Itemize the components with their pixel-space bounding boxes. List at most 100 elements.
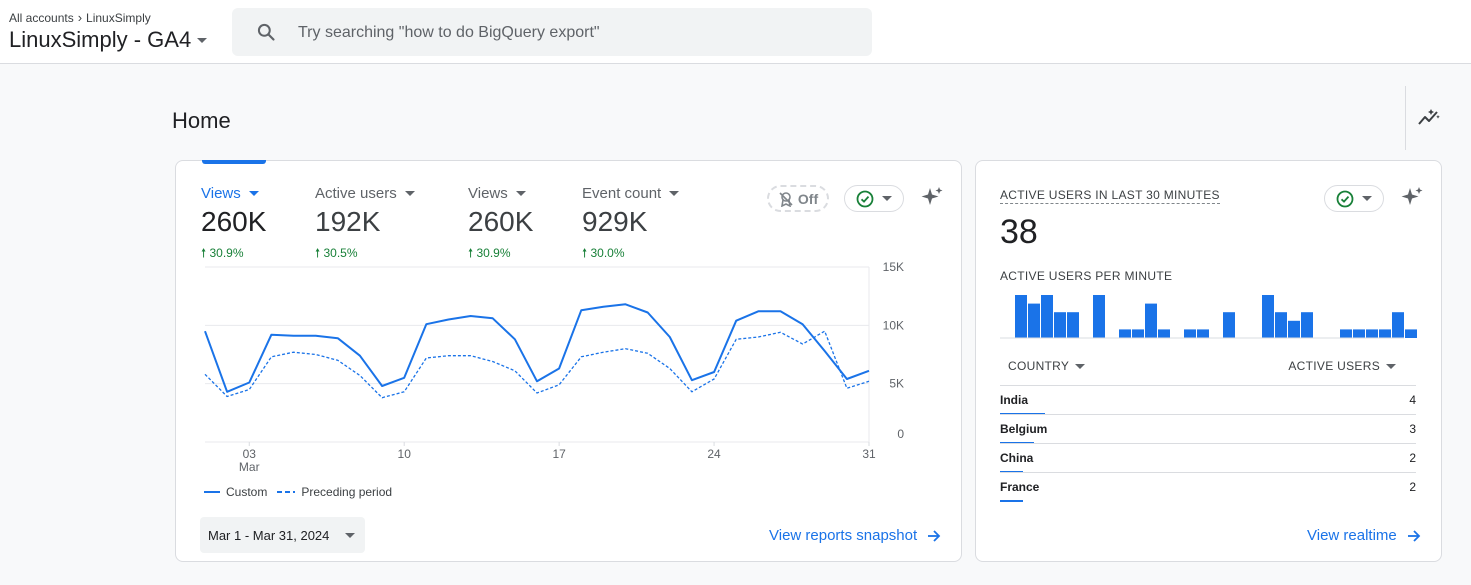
dropdown-arrow-icon: [882, 196, 892, 201]
metric-label: Active users: [315, 185, 415, 202]
per-minute-bar: [1041, 295, 1053, 338]
table-row[interactable]: Belgium 3: [1000, 414, 1416, 444]
per-minute-bar: [1015, 295, 1027, 338]
breadcrumb-all-accounts[interactable]: All accounts: [9, 10, 74, 25]
metric-label: Event count: [582, 185, 680, 202]
arrow-right-icon: [1407, 529, 1421, 542]
per-minute-bar: [1262, 295, 1274, 338]
metric-tab-views[interactable]: Views 260K 🠕 30.9%: [201, 185, 266, 265]
sparkle-icon[interactable]: [1400, 186, 1424, 210]
breadcrumb-account[interactable]: LinuxSimply: [86, 10, 151, 25]
series-line-preceding: [204, 330, 870, 399]
column-label: COUNTRY: [1008, 359, 1070, 373]
legend-previous: Preceding period: [301, 485, 393, 499]
dropdown-arrow-icon: [1362, 196, 1372, 201]
x-tick-label: 24: [707, 447, 721, 461]
breadcrumb: All accounts › LinuxSimply: [9, 10, 151, 25]
y-tick-label: 15K: [883, 260, 904, 274]
per-minute-bar: [1119, 329, 1131, 338]
per-minute-bar-chart: [1000, 295, 1417, 339]
sort-arrow-icon: [1075, 363, 1086, 369]
per-minute-bar: [1340, 329, 1352, 338]
realtime-title[interactable]: ACTIVE USERS IN LAST 30 MINUTES: [1000, 188, 1220, 204]
share-bar: [1000, 500, 1023, 502]
metric-change: 🠕 30.5%: [315, 246, 358, 260]
page-title: Home: [172, 108, 231, 133]
dropdown-arrow-icon: [669, 191, 680, 196]
insights-icon[interactable]: [1417, 107, 1441, 127]
column-label: ACTIVE USERS: [1288, 359, 1380, 373]
per-minute-bar: [1028, 303, 1040, 338]
metric-label: Views: [201, 185, 266, 202]
metric-value: 929K: [582, 206, 648, 237]
country-name: China: [1000, 451, 1034, 465]
series-line-custom: [204, 303, 870, 393]
x-tick-label: 17: [552, 447, 566, 461]
overview-card: Views 260K 🠕 30.9% Active users 192K 🠕 3…: [175, 160, 962, 562]
per-minute-label: ACTIVE USERS PER MINUTE: [1000, 269, 1173, 283]
metric-tab-event-count[interactable]: Event count 929K 🠕 30.0%: [582, 185, 680, 265]
y-tick-label: 5K: [889, 377, 904, 391]
dropdown-arrow-icon: [248, 191, 259, 196]
table-row[interactable]: India 4: [1000, 385, 1416, 415]
dropdown-arrow-icon: [345, 532, 356, 538]
arrow-up-icon: 🠕: [468, 246, 474, 260]
metric-label: Views: [468, 185, 533, 202]
per-minute-bar: [1054, 312, 1066, 338]
metric-tab-active-users[interactable]: Active users 192K 🠕 30.5%: [315, 185, 415, 265]
per-minute-bar: [1288, 320, 1300, 338]
dropdown-arrow-icon: [515, 191, 526, 196]
view-reports-snapshot-link[interactable]: View reports snapshot: [769, 527, 941, 544]
active-users-column-header[interactable]: ACTIVE USERS: [1288, 359, 1396, 373]
legend-swatch-solid: [204, 491, 220, 493]
per-minute-bar: [1223, 312, 1235, 338]
realtime-card: ACTIVE USERS IN LAST 30 MINUTES 38 ACTIV…: [975, 160, 1442, 562]
table-row[interactable]: France 2: [1000, 472, 1416, 502]
arrow-right-icon: [928, 529, 941, 542]
active-users-value: 2: [1409, 480, 1416, 494]
country-name: Belgium: [1000, 422, 1048, 436]
y-tick-label: 10K: [883, 318, 904, 332]
data-quality-button[interactable]: [1324, 185, 1384, 212]
data-quality-button[interactable]: [844, 185, 904, 212]
search-icon: [257, 23, 275, 41]
realtime-value: 38: [1000, 213, 1038, 251]
active-users-value: 2: [1409, 451, 1416, 465]
per-minute-bar: [1158, 329, 1170, 338]
per-minute-bar: [1197, 329, 1209, 338]
award-icon: [779, 191, 793, 207]
country-column-header[interactable]: COUNTRY: [1008, 359, 1086, 373]
date-range-label: Mar 1 - Mar 31, 2024: [208, 527, 330, 543]
check-circle-icon: [1336, 190, 1354, 207]
check-circle-icon: [856, 190, 874, 207]
account-selector[interactable]: LinuxSimply - GA4: [9, 27, 208, 53]
per-minute-bar: [1093, 295, 1105, 338]
search-input[interactable]: [296, 8, 860, 58]
dropdown-arrow-icon: [197, 37, 208, 43]
x-tick-label: 10: [398, 447, 412, 461]
per-minute-bar: [1067, 312, 1079, 338]
sparkle-icon[interactable]: [920, 186, 944, 210]
per-minute-bar: [1405, 329, 1417, 338]
country-name: India: [1000, 393, 1029, 407]
comparison-off-toggle[interactable]: Off: [767, 185, 829, 212]
table-row[interactable]: China 2: [1000, 443, 1416, 473]
per-minute-bar: [1392, 312, 1404, 338]
active-users-value: 3: [1409, 422, 1416, 436]
metric-change: 🠕 30.9%: [201, 246, 244, 260]
per-minute-bar: [1275, 312, 1287, 338]
chevron-right-icon: ›: [77, 10, 83, 25]
side-divider: [1405, 86, 1406, 150]
x-tick-sublabel: Mar: [239, 460, 260, 474]
dropdown-arrow-icon: [404, 191, 415, 196]
link-label: View reports snapshot: [769, 527, 918, 544]
search-bar[interactable]: [232, 8, 872, 58]
account-name: LinuxSimply - GA4: [9, 27, 192, 52]
date-range-button[interactable]: Mar 1 - Mar 31, 2024: [200, 517, 365, 553]
view-realtime-link[interactable]: View realtime: [1307, 527, 1421, 544]
link-label: View realtime: [1307, 527, 1397, 544]
metric-tab-views-2[interactable]: Views 260K 🠕 30.9%: [468, 185, 533, 265]
arrow-up-icon: 🠕: [582, 246, 588, 260]
per-minute-bar: [1145, 303, 1157, 338]
